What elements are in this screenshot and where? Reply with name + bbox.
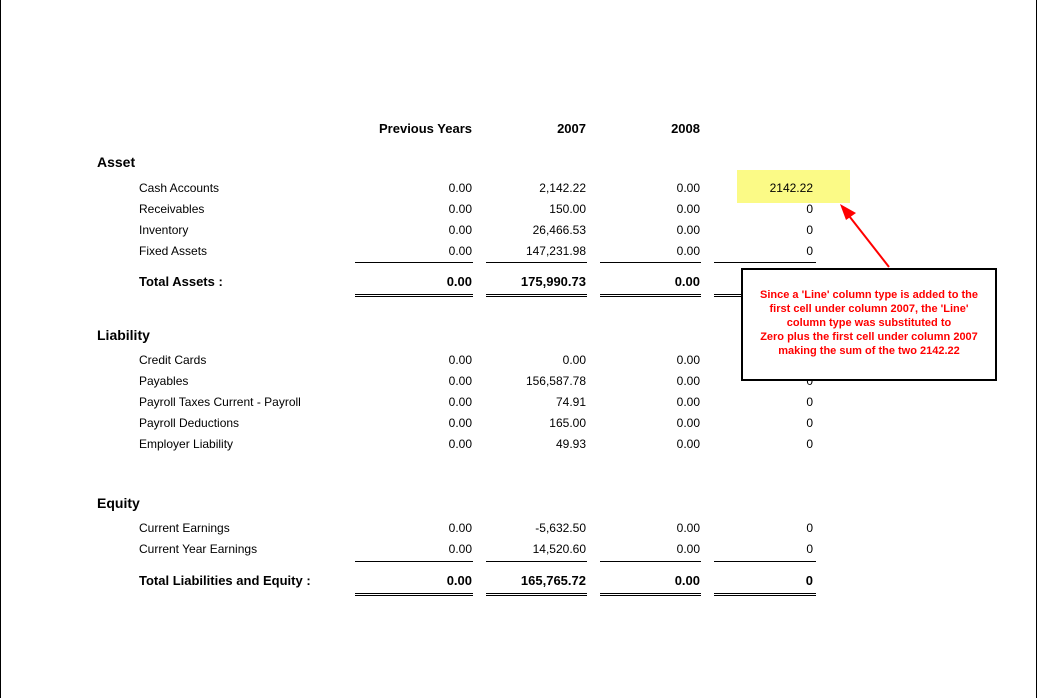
cell-value: 0.00 bbox=[562, 353, 586, 367]
cell-value: 0.00 bbox=[676, 437, 700, 451]
double-rule bbox=[486, 593, 587, 596]
cell-value: 0.00 bbox=[676, 416, 700, 430]
cell-value: 0 bbox=[806, 521, 813, 535]
cell-value: 0.00 bbox=[676, 244, 700, 258]
subtotal-rule bbox=[355, 561, 473, 562]
cell-value: 49.93 bbox=[555, 437, 586, 451]
cell-value: 0.00 bbox=[448, 395, 472, 409]
row-label: Credit Cards bbox=[139, 353, 207, 367]
double-rule bbox=[486, 294, 587, 297]
cell-value: 0.00 bbox=[448, 202, 472, 216]
cell-value: 0 bbox=[806, 202, 813, 216]
column-header-2008: 2008 bbox=[671, 121, 700, 136]
double-rule bbox=[714, 294, 742, 297]
total-value: 175,990.73 bbox=[520, 274, 586, 289]
cell-value: 0.00 bbox=[448, 542, 472, 556]
row-label: Current Year Earnings bbox=[139, 542, 258, 556]
cell-value: 0.00 bbox=[448, 181, 472, 195]
row-label: Current Earnings bbox=[139, 521, 230, 535]
double-rule bbox=[355, 294, 473, 297]
row-label: Employer Liability bbox=[139, 437, 234, 451]
cell-value: 156,587.78 bbox=[525, 374, 586, 388]
subtotal-rule bbox=[600, 262, 701, 263]
row-label: Payables bbox=[139, 374, 189, 388]
cell-value: 0.00 bbox=[676, 353, 700, 367]
double-rule bbox=[714, 593, 816, 596]
cell-value: 26,466.53 bbox=[532, 223, 586, 237]
subtotal-rule bbox=[355, 262, 473, 263]
subtotal-rule bbox=[714, 561, 816, 562]
cell-value: 0 bbox=[806, 395, 813, 409]
cell-value: 0.00 bbox=[448, 244, 472, 258]
cell-value: 0.00 bbox=[676, 542, 700, 556]
total-value: 0.00 bbox=[674, 573, 700, 588]
cell-value: 165.00 bbox=[549, 416, 586, 430]
total-value: 0.00 bbox=[446, 274, 472, 289]
cell-value: 0 bbox=[806, 542, 813, 556]
section-title-liability: Liability bbox=[97, 327, 150, 343]
cell-value: 0.00 bbox=[676, 395, 700, 409]
total-value: 0.00 bbox=[674, 274, 700, 289]
cell-value-highlighted: 2142.22 bbox=[769, 181, 813, 195]
cell-value: 0 bbox=[806, 437, 813, 451]
cell-value: 0.00 bbox=[448, 416, 472, 430]
highlighted-cell bbox=[737, 170, 850, 203]
cell-value: 0 bbox=[806, 416, 813, 430]
callout-line: making the sum of the two 2142.22 bbox=[778, 345, 960, 357]
cell-value: 0 bbox=[806, 244, 813, 258]
row-label: Payroll Taxes Current - Payroll bbox=[139, 395, 301, 409]
cell-value: 0.00 bbox=[448, 374, 472, 388]
total-value: 0 bbox=[805, 573, 813, 588]
cell-value: 0.00 bbox=[676, 202, 700, 216]
cell-value: 0.00 bbox=[448, 353, 472, 367]
cell-value: 74.91 bbox=[555, 395, 586, 409]
column-header-previous-years: Previous Years bbox=[379, 121, 472, 136]
double-rule bbox=[355, 593, 473, 596]
callout-line: column type was substituted to bbox=[786, 317, 952, 329]
subtotal-rule bbox=[486, 262, 587, 263]
total-label: Total Liabilities and Equity : bbox=[139, 573, 311, 588]
double-rule bbox=[600, 294, 701, 297]
subtotal-rule bbox=[714, 262, 816, 263]
callout-line: Since a 'Line' column type is added to t… bbox=[760, 289, 978, 301]
cell-value: 14,520.60 bbox=[532, 542, 586, 556]
cell-value: 0.00 bbox=[448, 521, 472, 535]
cell-value: 147,231.98 bbox=[525, 244, 586, 258]
row-label: Inventory bbox=[139, 223, 189, 237]
section-title-asset: Asset bbox=[97, 154, 136, 170]
total-value: 165,765.72 bbox=[520, 573, 586, 588]
cell-value: 0 bbox=[806, 374, 813, 388]
cell-value: 0 bbox=[806, 223, 813, 237]
column-header-2007: 2007 bbox=[557, 121, 586, 136]
subtotal-rule bbox=[600, 561, 701, 562]
annotation-callout: Since a 'Line' column type is added to t… bbox=[741, 268, 997, 381]
row-label: Fixed Assets bbox=[139, 244, 208, 258]
double-rule bbox=[600, 593, 701, 596]
subtotal-rule bbox=[486, 561, 587, 562]
cell-value: 0.00 bbox=[448, 223, 472, 237]
row-label: Cash Accounts bbox=[139, 181, 220, 195]
cell-value: 0.00 bbox=[448, 437, 472, 451]
cell-value: 0.00 bbox=[676, 181, 700, 195]
total-value: 0.00 bbox=[446, 573, 472, 588]
cell-value: 0.00 bbox=[676, 223, 700, 237]
callout-line: Zero plus the first cell under column 20… bbox=[760, 331, 978, 343]
cell-value: 0.00 bbox=[676, 374, 700, 388]
row-label: Receivables bbox=[139, 202, 205, 216]
total-label: Total Assets : bbox=[139, 274, 223, 289]
cell-value: 0.00 bbox=[676, 521, 700, 535]
cell-value: 2,142.22 bbox=[539, 181, 586, 195]
section-title-equity: Equity bbox=[97, 495, 140, 511]
cell-value: 150.00 bbox=[549, 202, 586, 216]
callout-line: first cell under column 2007, the 'Line' bbox=[769, 303, 969, 315]
row-label: Payroll Deductions bbox=[139, 416, 240, 430]
cell-value: -5,632.50 bbox=[535, 521, 586, 535]
